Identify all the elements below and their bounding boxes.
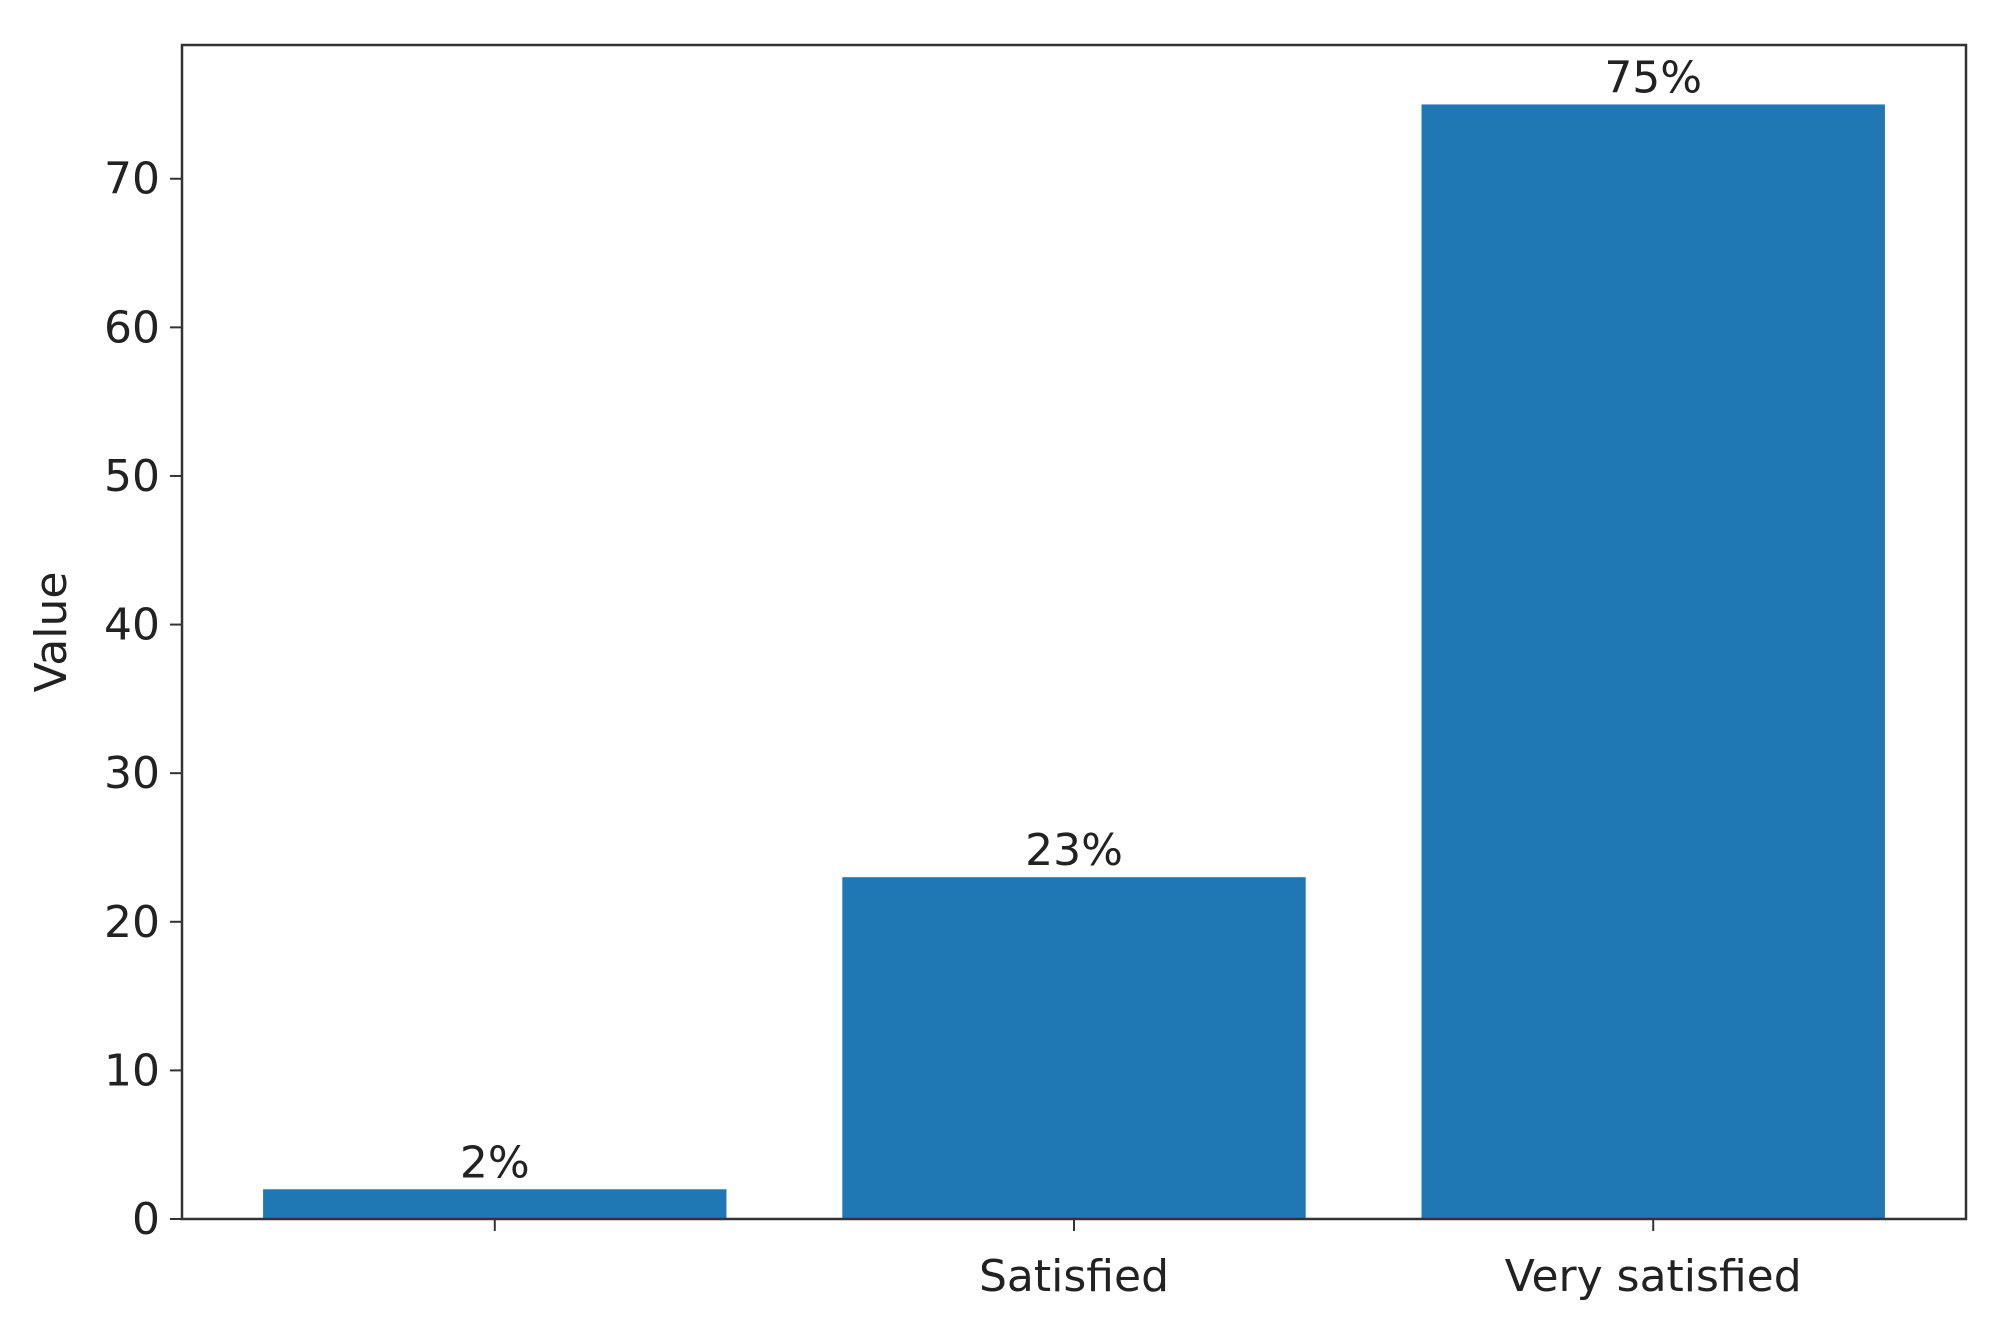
value-label: 23% <box>1025 825 1123 876</box>
y-tick-label: 0 <box>132 1194 160 1245</box>
y-tick-label: 50 <box>104 451 160 502</box>
y-tick-label: 70 <box>104 154 160 205</box>
y-tick-label: 10 <box>104 1045 160 1096</box>
bar <box>263 1189 727 1219</box>
y-axis-label: Value <box>26 572 77 693</box>
y-tick-label: 60 <box>104 302 160 353</box>
x-tick-label: Very satisfied <box>1505 1251 1802 1302</box>
value-label: 75% <box>1604 52 1702 103</box>
y-tick-label: 30 <box>104 748 160 799</box>
plot-frame <box>180 43 1968 1221</box>
value-label: 2% <box>460 1137 530 1188</box>
y-tick-label: 40 <box>104 600 160 651</box>
x-tick-label: Satisfied <box>979 1251 1169 1302</box>
bar <box>1421 104 1885 1220</box>
y-tick-label: 20 <box>104 897 160 948</box>
bar <box>842 877 1306 1219</box>
